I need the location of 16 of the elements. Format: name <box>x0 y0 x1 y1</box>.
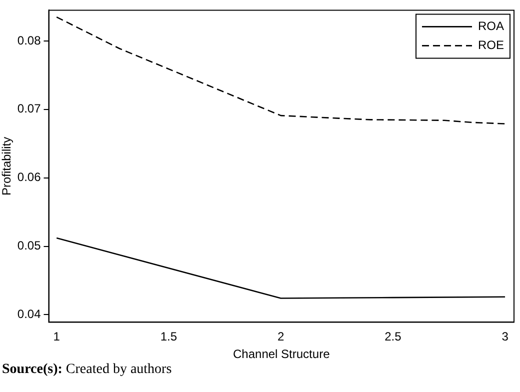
y-tick-label: 0.04 <box>17 306 42 321</box>
x-tick-label: 3 <box>502 330 509 344</box>
y-tick-label: 0.08 <box>17 33 42 48</box>
line-series <box>56 16 506 124</box>
x-tick-label: 2.5 <box>384 330 402 344</box>
source-note: Source(s): Created by authors <box>2 362 173 378</box>
y-tick-label: 0.07 <box>17 102 42 116</box>
x-tick-label: 1 <box>53 330 60 344</box>
y-tick-label: 0.05 <box>17 238 42 253</box>
y-axis-title: Profitability <box>0 136 14 196</box>
x-tick-label: 2 <box>277 330 284 344</box>
legend-label: ROE <box>478 38 504 52</box>
y-tick-label: 0.06 <box>17 170 42 184</box>
x-tick-label: 1.5 <box>160 330 178 344</box>
x-axis-title: Channel Structure <box>233 347 330 362</box>
legend-label: ROA <box>478 19 504 34</box>
